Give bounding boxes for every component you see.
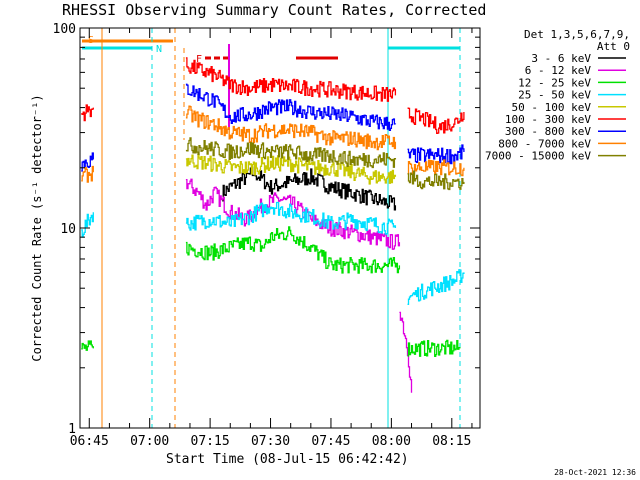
series-segment bbox=[185, 83, 397, 132]
series-segment bbox=[407, 107, 465, 134]
legend-label: 7000 - 15000 keV bbox=[485, 150, 591, 163]
series-segment bbox=[185, 226, 401, 274]
series-layer bbox=[81, 57, 465, 393]
series-segment bbox=[185, 154, 397, 185]
timestamp: 28-Oct-2021 12:36 bbox=[554, 468, 636, 477]
series-1 bbox=[185, 178, 413, 393]
series-2 bbox=[81, 226, 461, 357]
x-tick-label: 08:00 bbox=[372, 434, 411, 449]
axes-layer: 1 10 100 06:45 07:00 07:15 07:30 07:45 08:00 08:1… bbox=[53, 22, 481, 449]
y-axis-label: Corrected Count Rate (s⁻¹ detector⁻¹) bbox=[30, 94, 44, 362]
flag-label-f: F bbox=[196, 54, 202, 65]
series-8 bbox=[185, 137, 465, 191]
series-segment bbox=[185, 105, 397, 151]
series-5 bbox=[81, 57, 465, 134]
series-segment bbox=[81, 104, 94, 122]
series-segment bbox=[185, 201, 397, 235]
x-tick-label: 07:15 bbox=[191, 434, 230, 449]
x-tick-label: 08:15 bbox=[432, 434, 471, 449]
series-segment bbox=[407, 269, 465, 305]
x-tick-label: 07:30 bbox=[251, 434, 290, 449]
series-segment bbox=[185, 57, 397, 102]
series-segment bbox=[185, 178, 401, 250]
legend-label: 6 - 12 keV bbox=[525, 64, 592, 77]
flag-label-n: N bbox=[156, 44, 162, 55]
series-6 bbox=[81, 83, 465, 172]
legend-label: 300 - 800 keV bbox=[505, 125, 591, 138]
legend-label: 12 - 25 keV bbox=[518, 76, 591, 89]
legend-header-line-1: Det 1,3,5,6,7,9, bbox=[524, 28, 630, 41]
series-segment bbox=[81, 152, 94, 172]
y-tick-label: 10 bbox=[60, 222, 76, 237]
x-axis-label: Start Time (08-Jul-15 06:42:42) bbox=[166, 452, 409, 467]
series-segment bbox=[407, 144, 465, 165]
series-segment bbox=[407, 159, 465, 177]
x-tick-label: 07:00 bbox=[130, 434, 169, 449]
legend-label: 100 - 300 keV bbox=[505, 113, 591, 126]
x-tick-label: 06:45 bbox=[70, 434, 109, 449]
series-3 bbox=[81, 201, 465, 305]
series-segment bbox=[185, 137, 397, 169]
series-segment bbox=[81, 165, 94, 183]
legend-label: 3 - 6 keV bbox=[531, 52, 591, 65]
x-tick-label: 07:45 bbox=[311, 434, 350, 449]
series-segment bbox=[81, 212, 94, 238]
series-4 bbox=[185, 154, 397, 185]
legend-label: 50 - 100 keV bbox=[512, 101, 592, 114]
series-segment bbox=[407, 339, 461, 357]
series-segment bbox=[407, 170, 465, 191]
series-7 bbox=[81, 105, 465, 183]
flag-label-s: S bbox=[88, 35, 94, 46]
legend-label: 800 - 7000 keV bbox=[498, 137, 591, 150]
y-tick-label: 1 bbox=[68, 422, 76, 437]
y-tick-label: 100 bbox=[53, 22, 76, 37]
chart-title: RHESSI Observing Summary Count Rates, Co… bbox=[62, 1, 487, 19]
series-segment bbox=[399, 311, 413, 393]
series-segment bbox=[81, 340, 94, 351]
legend-label: 25 - 50 keV bbox=[518, 89, 591, 102]
legend-header-line-2: Att 0 bbox=[596, 40, 630, 53]
